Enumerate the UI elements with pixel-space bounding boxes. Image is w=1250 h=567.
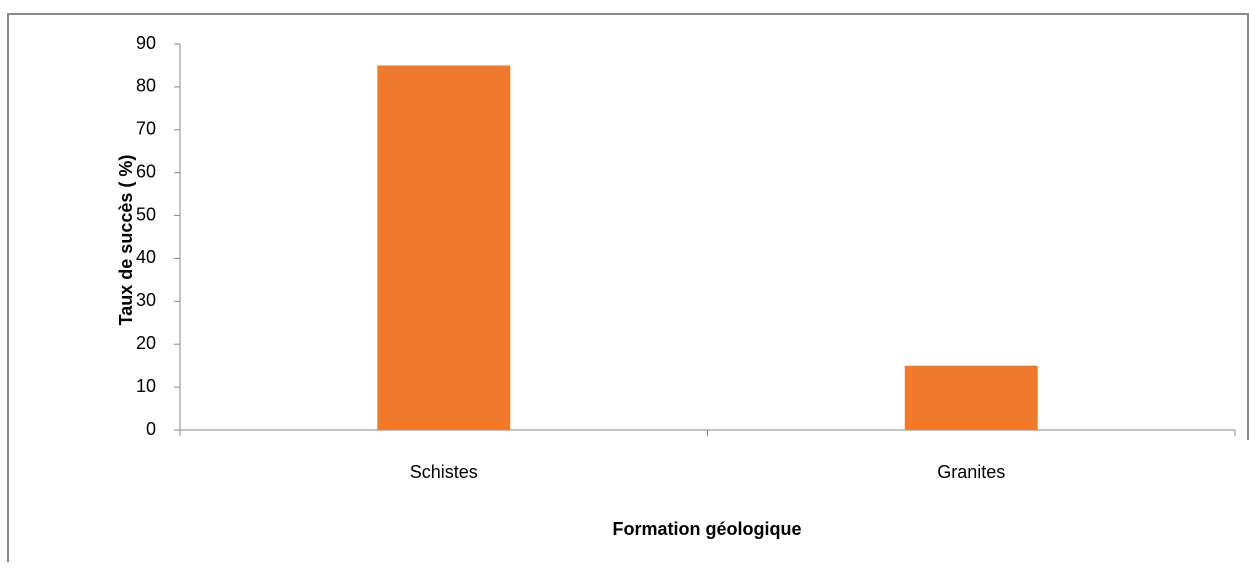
y-tick-label: 30 bbox=[136, 290, 156, 310]
x-tick-label: Schistes bbox=[410, 462, 478, 482]
bar bbox=[377, 65, 511, 430]
y-tick-label: 80 bbox=[136, 76, 156, 96]
y-tick-label: 70 bbox=[136, 119, 156, 139]
y-axis-title: Taux de succès ( %) bbox=[116, 155, 136, 326]
y-tick-label: 60 bbox=[136, 161, 156, 181]
y-tick-label: 50 bbox=[136, 204, 156, 224]
y-tick-label: 20 bbox=[136, 333, 156, 353]
y-tick-label: 40 bbox=[136, 247, 156, 267]
x-tick-label: Granites bbox=[937, 462, 1005, 482]
frame bbox=[7, 13, 1249, 562]
y-tick-label: 90 bbox=[136, 33, 156, 53]
y-tick-label: 10 bbox=[136, 376, 156, 396]
y-tick-label: 0 bbox=[146, 419, 156, 439]
x-axis-title: Formation géologique bbox=[613, 519, 802, 539]
bar bbox=[904, 365, 1038, 430]
